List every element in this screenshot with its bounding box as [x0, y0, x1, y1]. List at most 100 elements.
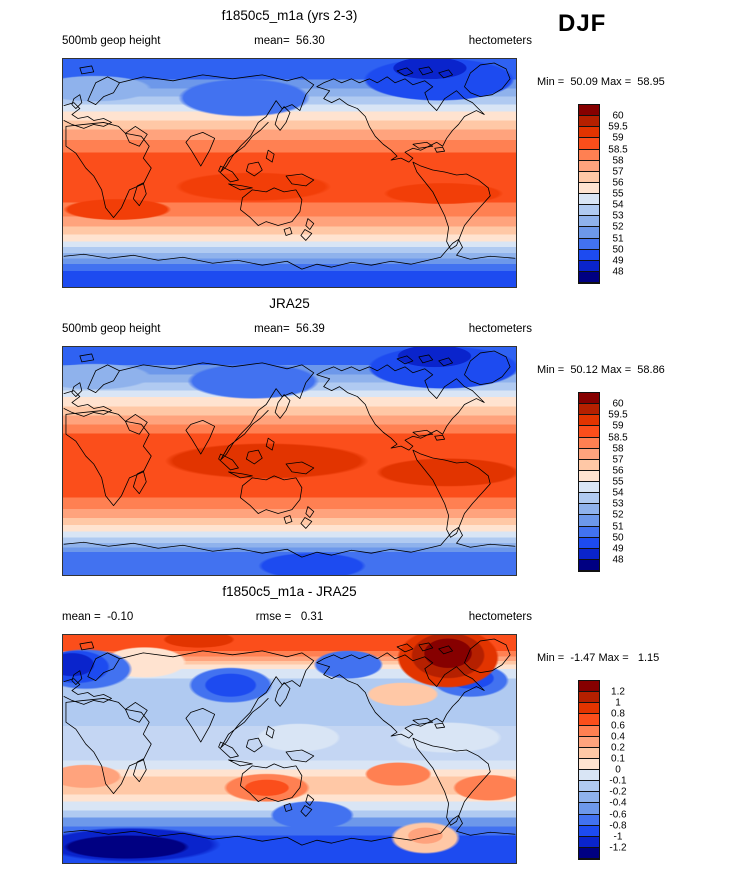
colorbar-segment: [579, 725, 599, 737]
colorbar-segment: [579, 814, 599, 826]
map-model: [62, 58, 517, 288]
colorbar-tick-label: 55: [612, 476, 624, 488]
colorbar-tick-label: 53: [612, 498, 624, 510]
colorbar-tick-label: 0.8: [611, 708, 625, 720]
colorbar-segment: [579, 249, 599, 261]
colorbar-tick-label: 59: [612, 132, 624, 144]
colorbar-tick-label: -0.6: [609, 809, 627, 820]
panel-obs: JRA25 500mb geop height mean= 56.39 hect…: [0, 296, 733, 586]
colorbar-segment: [579, 792, 599, 804]
map-diff: [62, 634, 517, 864]
units-label: hectometers: [468, 611, 532, 623]
stats-row: mean = -0.10 rmse = 0.31 hectometers: [62, 611, 532, 626]
colorbar-tick-label: -1.2: [609, 842, 627, 854]
colorbar-tick-label: 49: [612, 255, 624, 267]
colorbar-segment: [579, 426, 599, 438]
coastlines-overlay: [63, 350, 516, 558]
colorbar-segment: [579, 448, 599, 460]
colorbar-tick-label: -1: [613, 831, 623, 843]
colorbar-segment: [579, 437, 599, 449]
colorbar-tick-label: 54: [612, 199, 624, 211]
panel-model: f1850c5_m1a (yrs 2-3) 500mb geop height …: [0, 8, 733, 298]
colorbar-segment: [579, 160, 599, 172]
colorbar-tick-label: 58: [612, 155, 624, 167]
colorbar-segment: [579, 781, 599, 793]
colorbar-tick-label: 59: [612, 420, 624, 432]
colorbar-tick-label: 1.2: [611, 686, 625, 698]
colorbar-segment: [579, 459, 599, 471]
colorbar-segment: [579, 714, 599, 726]
colorbar-segment: [579, 482, 599, 494]
colorbar-segment: [579, 515, 599, 527]
colorbar-tick-label: 57: [612, 166, 624, 178]
colorbar-tick-label: 57: [612, 454, 624, 466]
colorbar-tick-label: 56: [612, 465, 624, 477]
colorbar-segment: [579, 194, 599, 206]
variable-label: 500mb geop height: [62, 323, 161, 335]
colorbar-tick-label: 53: [612, 210, 624, 222]
colorbar-segment: [579, 559, 599, 571]
colorbar-segment: [579, 393, 599, 405]
colorbar: 60 59.5 59 58.5 58 57 56 55 54 53 52 51 50 49 48: [578, 392, 628, 572]
colorbar: 60 59.5 59 58.5 58 57 56 55 54 53 52 51 50 49 48: [578, 104, 628, 284]
panel-title: JRA25: [269, 296, 310, 311]
units-label: hectometers: [468, 35, 532, 47]
colorbar-tick-label: 51: [612, 521, 624, 532]
colorbar-tick-label: -0.1: [609, 775, 627, 787]
colorbar-tick-label: 60: [612, 110, 624, 122]
colorbar-segment: [579, 105, 599, 117]
units-label: hectometers: [468, 323, 532, 335]
colorbar-segment: [579, 127, 599, 139]
colorbar: 1.2 1 0.8 0.6 0.4 0.2 0.1 0 -0.1 -0.2 -0.4 -0.6 -0.8…: [578, 680, 627, 860]
colorbar-tick-label: 58: [612, 443, 624, 455]
colorbar-tick-label: 58.5: [608, 432, 628, 443]
colorbar-segment: [579, 537, 599, 549]
colorbar-segment: [579, 548, 599, 560]
colorbar-segment: [579, 182, 599, 194]
colorbar-segment: [579, 825, 599, 837]
colorbar-tick-label: 1: [615, 697, 621, 709]
minmax-label: Min = -1.47 Max = 1.15: [537, 652, 660, 664]
colorbar-segment: [579, 205, 599, 217]
colorbar-tick-label: 50: [612, 244, 624, 256]
colorbar-tick-label: 52: [612, 221, 624, 233]
panel-title: f1850c5_m1a - JRA25: [222, 584, 357, 599]
coastlines-overlay: [63, 638, 516, 846]
colorbar-segment: [579, 703, 599, 715]
mean-stat: mean = -0.10: [62, 611, 134, 623]
colorbar-segment: [579, 747, 599, 759]
mean-stat: mean= 56.39: [254, 323, 325, 335]
colorbar-tick-label: 0: [615, 764, 621, 776]
colorbar-segment: [579, 227, 599, 239]
colorbar-segment: [579, 681, 599, 693]
stats-row: 500mb geop height mean= 56.30 hectometer…: [62, 35, 532, 50]
colorbar-tick-label: -0.4: [609, 797, 627, 809]
colorbar-tick-label: 58.5: [608, 144, 628, 155]
colorbar-tick-label: 50: [612, 532, 624, 544]
colorbar-tick-label: 60: [612, 398, 624, 410]
colorbar-tick-label: 48: [612, 554, 624, 566]
colorbar-segment: [579, 415, 599, 427]
colorbar-tick-label: 59.5: [608, 409, 628, 421]
season-label: DJF: [558, 10, 607, 37]
colorbar-tick-label: 0.1: [611, 753, 625, 765]
colorbar-segment: [579, 216, 599, 228]
colorbar-segment: [579, 504, 599, 516]
colorbar-tick-label: 48: [612, 266, 624, 278]
colorbar-tick-label: 54: [612, 487, 624, 499]
colorbar-segment: [579, 470, 599, 482]
colorbar-tick-label: 55: [612, 188, 624, 200]
minmax-label: Min = 50.12 Max = 58.86: [537, 364, 665, 376]
minmax-label: Min = 50.09 Max = 58.95: [537, 76, 665, 88]
mean-stat: mean= 56.30: [254, 35, 325, 47]
coastlines-overlay: [63, 62, 516, 270]
colorbar-segment: [579, 803, 599, 815]
stats-row: 500mb geop height mean= 56.39 hectometer…: [62, 323, 532, 338]
rmse-stat: rmse = 0.31: [255, 611, 324, 623]
colorbar-tick-label: 56: [612, 177, 624, 189]
colorbar-segment: [579, 138, 599, 150]
colorbar-segment: [579, 493, 599, 505]
colorbar-tick-label: 51: [612, 233, 624, 244]
colorbar-segment: [579, 271, 599, 283]
